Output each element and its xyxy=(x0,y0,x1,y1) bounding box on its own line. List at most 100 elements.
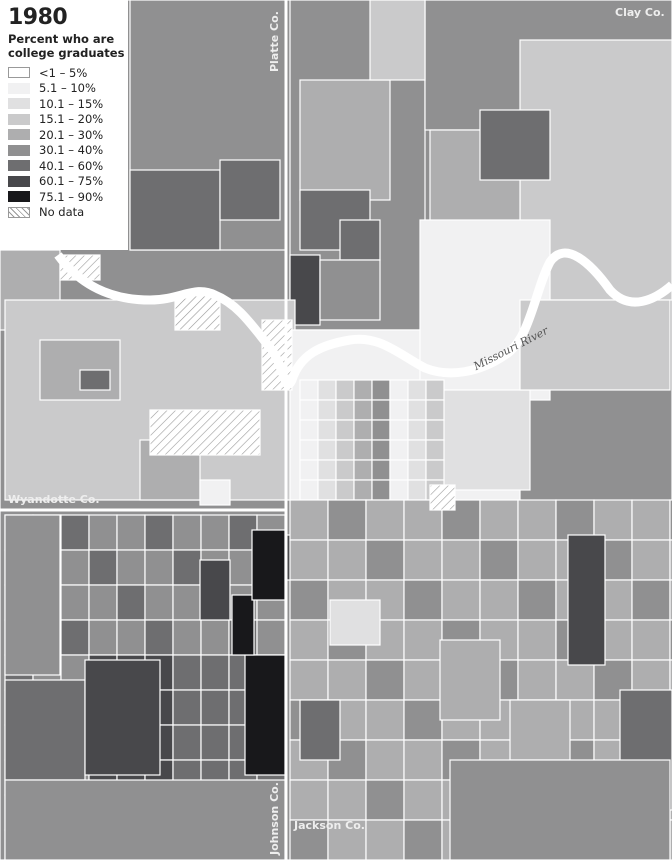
census-tract xyxy=(317,379,337,401)
census-tract xyxy=(389,459,409,481)
census-tract xyxy=(365,779,405,821)
census-tract xyxy=(517,499,557,541)
census-tract xyxy=(425,439,445,461)
census-tract xyxy=(289,499,329,541)
census-tract xyxy=(289,579,329,621)
legend-swatch xyxy=(8,144,30,156)
legend-subtitle: Percent who are college graduates xyxy=(8,32,125,60)
census-tract xyxy=(172,619,202,656)
legend-swatch xyxy=(8,175,30,187)
legend-item: 15.1 – 20% xyxy=(8,112,128,128)
census-tract xyxy=(425,459,445,481)
census-tract xyxy=(299,479,319,501)
legend-swatch xyxy=(8,113,30,125)
census-tract xyxy=(4,514,61,676)
legend-item: 20.1 – 30% xyxy=(8,127,128,143)
census-tract xyxy=(519,299,671,391)
census-tract xyxy=(479,499,519,541)
legend-item: 10.1 – 15% xyxy=(8,96,128,112)
census-tract xyxy=(669,579,672,621)
census-tract xyxy=(4,679,86,781)
census-tract xyxy=(339,219,381,261)
census-tract xyxy=(403,579,443,621)
census-tract xyxy=(144,514,174,551)
census-tract xyxy=(403,739,443,781)
census-tract xyxy=(353,419,373,441)
legend-swatch xyxy=(8,206,30,218)
census-tract xyxy=(335,379,355,401)
census-tract xyxy=(407,479,427,501)
legend-label: <1 – 5% xyxy=(39,65,88,80)
census-tract xyxy=(299,699,341,761)
census-tract xyxy=(256,619,286,656)
legend-year: 1980 xyxy=(8,5,68,30)
census-tract xyxy=(129,169,221,251)
census-tract xyxy=(327,499,367,541)
census-tract xyxy=(555,499,595,541)
census-tract xyxy=(403,619,443,661)
census-tract xyxy=(449,759,671,860)
census-tract xyxy=(299,379,319,401)
legend-item: No data xyxy=(8,205,128,221)
legend-item: 75.1 – 90% xyxy=(8,189,128,205)
census-tract xyxy=(319,259,381,321)
census-tract xyxy=(371,479,391,501)
census-tract xyxy=(335,399,355,421)
census-tract xyxy=(327,539,367,581)
census-tract xyxy=(144,584,174,621)
census-tract xyxy=(407,439,427,461)
census-tract xyxy=(289,819,329,860)
census-tract xyxy=(60,584,90,621)
legend-swatch xyxy=(8,98,30,110)
census-tract xyxy=(335,479,355,501)
census-tract xyxy=(251,529,286,601)
census-tract xyxy=(79,369,111,391)
census-tract xyxy=(317,479,337,501)
label-johnson-county: Johnson Co. xyxy=(268,782,281,855)
census-tract xyxy=(219,159,281,221)
legend-label: 10.1 – 15% xyxy=(39,96,104,111)
legend-swatch xyxy=(8,129,30,141)
legend-label: 30.1 – 40% xyxy=(39,143,104,158)
census-tract xyxy=(149,409,261,456)
map-legend: 1980 Percent who are college graduates <… xyxy=(0,0,128,250)
legend-item: <1 – 5% xyxy=(8,65,128,81)
census-tract xyxy=(631,499,671,541)
census-tract xyxy=(299,79,391,201)
census-tract xyxy=(425,419,445,441)
census-tract xyxy=(116,584,146,621)
census-tract xyxy=(407,459,427,481)
census-tract xyxy=(403,659,443,701)
census-tract xyxy=(403,779,443,821)
census-tract xyxy=(479,539,519,581)
census-tract xyxy=(429,484,456,511)
census-tract xyxy=(365,739,405,781)
census-tract xyxy=(335,439,355,461)
census-tract xyxy=(371,399,391,421)
legend-label: 60.1 – 75% xyxy=(39,174,104,189)
census-tract xyxy=(200,514,230,551)
census-tract xyxy=(289,659,329,701)
census-tract xyxy=(365,659,405,701)
census-tract xyxy=(407,419,427,441)
legend-label: 40.1 – 60% xyxy=(39,158,104,173)
census-tract xyxy=(631,579,671,621)
census-tract xyxy=(425,379,445,401)
census-tract xyxy=(88,514,118,551)
census-tract xyxy=(335,459,355,481)
legend-item: 30.1 – 40% xyxy=(8,143,128,159)
census-tract xyxy=(174,294,221,331)
census-tract xyxy=(231,594,255,656)
census-tract xyxy=(172,724,202,761)
label-jackson-county: Jackson Co. xyxy=(294,819,365,832)
census-tract xyxy=(317,419,337,441)
legend-item: 5.1 – 10% xyxy=(8,81,128,97)
census-tract xyxy=(439,639,501,721)
census-tract xyxy=(4,779,286,860)
census-tract xyxy=(327,659,367,701)
census-tract xyxy=(669,539,672,581)
census-tract xyxy=(353,379,373,401)
census-tract xyxy=(299,459,319,481)
label-wyandotte-county: Wyandotte Co. xyxy=(8,493,100,506)
census-tract xyxy=(353,439,373,461)
